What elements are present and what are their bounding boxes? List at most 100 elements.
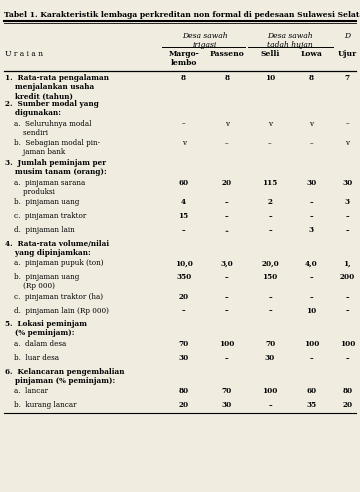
Text: 60: 60: [306, 387, 316, 395]
Text: 100: 100: [340, 340, 355, 348]
Text: v: v: [225, 120, 229, 127]
Text: –: –: [225, 307, 229, 314]
Text: 80: 80: [342, 387, 352, 395]
Text: v: v: [181, 139, 186, 147]
Text: 4.  Rata-rata volume/nilai
    yang dipinjamkan:: 4. Rata-rata volume/nilai yang dipinjamk…: [5, 240, 109, 257]
Text: 115: 115: [262, 179, 278, 186]
Text: –: –: [225, 293, 229, 301]
Text: 20: 20: [179, 293, 189, 301]
Text: 30: 30: [306, 179, 316, 186]
Text: –: –: [268, 226, 272, 234]
Text: –: –: [225, 198, 229, 206]
Text: d.  pinjaman lain: d. pinjaman lain: [5, 226, 75, 234]
Text: 8: 8: [181, 74, 186, 82]
Text: 10: 10: [306, 307, 316, 314]
Text: 350: 350: [176, 273, 191, 281]
Text: 6.  Kelancaran pengembalian
    pinjaman (% peminjam):: 6. Kelancaran pengembalian pinjaman (% p…: [5, 368, 125, 385]
Text: v: v: [309, 120, 314, 127]
Text: 10,0: 10,0: [175, 259, 193, 267]
Text: a.  pinjaman pupuk (ton): a. pinjaman pupuk (ton): [5, 259, 104, 267]
Text: Ujur: Ujur: [338, 50, 357, 58]
Text: 70: 70: [265, 340, 275, 348]
Text: D: D: [344, 32, 351, 40]
Text: –: –: [310, 273, 313, 281]
Text: –: –: [225, 354, 229, 362]
Text: 7: 7: [345, 74, 350, 82]
Text: –: –: [310, 212, 313, 220]
Text: 15: 15: [179, 212, 189, 220]
Text: 35: 35: [306, 401, 316, 409]
Text: 8: 8: [309, 74, 314, 82]
Text: b.  pinjaman uang: b. pinjaman uang: [5, 198, 80, 206]
Text: b.  pinjaman uang
        (Rp 000): b. pinjaman uang (Rp 000): [5, 273, 80, 290]
Text: Desa sawah
irigasi: Desa sawah irigasi: [183, 32, 228, 49]
Text: –: –: [268, 212, 272, 220]
Text: 30: 30: [342, 179, 352, 186]
Text: 70: 70: [222, 387, 232, 395]
Text: –: –: [346, 293, 349, 301]
Text: c.  pinjaman traktor: c. pinjaman traktor: [5, 212, 87, 220]
Text: 60: 60: [179, 179, 189, 186]
Text: 30: 30: [179, 354, 189, 362]
Text: –: –: [310, 198, 313, 206]
Text: 150: 150: [262, 273, 278, 281]
Text: 3: 3: [345, 198, 350, 206]
Text: –: –: [346, 354, 349, 362]
Text: –: –: [268, 307, 272, 314]
Text: a.  Seluruhnya modal
        sendiri: a. Seluruhnya modal sendiri: [5, 120, 92, 137]
Text: a.  lancar: a. lancar: [5, 387, 48, 395]
Text: –: –: [268, 401, 272, 409]
Text: Passeno: Passeno: [210, 50, 244, 58]
Text: Lowa: Lowa: [301, 50, 322, 58]
Text: U r a i a n: U r a i a n: [5, 50, 44, 58]
Text: Desa sawah
tadah hujan: Desa sawah tadah hujan: [267, 32, 313, 49]
Text: b.  luar desa: b. luar desa: [5, 354, 59, 362]
Text: b.  kurang lancar: b. kurang lancar: [5, 401, 77, 409]
Text: –: –: [310, 293, 313, 301]
Text: 70: 70: [179, 340, 189, 348]
Text: –: –: [346, 226, 349, 234]
Text: Selli: Selli: [260, 50, 280, 58]
Text: v: v: [268, 120, 272, 127]
Text: b.  Sebagian modal pin-
        jaman bank: b. Sebagian modal pin- jaman bank: [5, 139, 100, 156]
Text: –: –: [268, 293, 272, 301]
Text: 10: 10: [265, 74, 275, 82]
Text: 20: 20: [179, 401, 189, 409]
Text: –: –: [346, 212, 349, 220]
Text: 30: 30: [265, 354, 275, 362]
Text: 100: 100: [262, 387, 278, 395]
Text: ..: ..: [224, 226, 229, 234]
Text: –: –: [225, 273, 229, 281]
Text: –: –: [225, 212, 229, 220]
Text: a.  pinjaman sarana
        produksi: a. pinjaman sarana produksi: [5, 179, 86, 196]
Text: Margo-
lembo: Margo- lembo: [168, 50, 199, 67]
Text: a.  dalam desa: a. dalam desa: [5, 340, 67, 348]
Text: 30: 30: [222, 401, 232, 409]
Text: Tabel 1. Karakteristik lembaga perkreditan non formal di pedesaan Sulawesi Selat: Tabel 1. Karakteristik lembaga perkredit…: [4, 11, 360, 19]
Text: 4: 4: [181, 198, 186, 206]
Text: 4,0: 4,0: [305, 259, 318, 267]
Text: 2.  Sumber modal yang
    digunakan:: 2. Sumber modal yang digunakan:: [5, 100, 99, 117]
Text: d.  pinjaman lain (Rp 000): d. pinjaman lain (Rp 000): [5, 307, 109, 314]
Text: –: –: [182, 226, 185, 234]
Text: –: –: [268, 139, 272, 147]
Text: 3.  Jumlah peminjam per
    musim tanam (orang):: 3. Jumlah peminjam per musim tanam (oran…: [5, 159, 107, 176]
Text: –: –: [225, 139, 229, 147]
Text: 8: 8: [224, 74, 229, 82]
Text: –: –: [346, 120, 349, 127]
Text: 3: 3: [309, 226, 314, 234]
Text: 100: 100: [304, 340, 319, 348]
Text: –: –: [182, 120, 185, 127]
Text: 20: 20: [342, 401, 352, 409]
Text: v: v: [345, 139, 350, 147]
Text: –: –: [346, 307, 349, 314]
Text: 1.  Rata-rata pengalaman
    menjalankan usaha
    kredit (tahun): 1. Rata-rata pengalaman menjalankan usah…: [5, 74, 109, 101]
Text: 2: 2: [267, 198, 273, 206]
Text: 200: 200: [340, 273, 355, 281]
Text: 20,0: 20,0: [261, 259, 279, 267]
Text: 5.  Lokasi peminjam
    (% peminjam):: 5. Lokasi peminjam (% peminjam):: [5, 320, 87, 338]
Text: –: –: [182, 307, 185, 314]
Text: 1,: 1,: [343, 259, 351, 267]
Text: 3,0: 3,0: [220, 259, 233, 267]
Text: –: –: [310, 139, 313, 147]
